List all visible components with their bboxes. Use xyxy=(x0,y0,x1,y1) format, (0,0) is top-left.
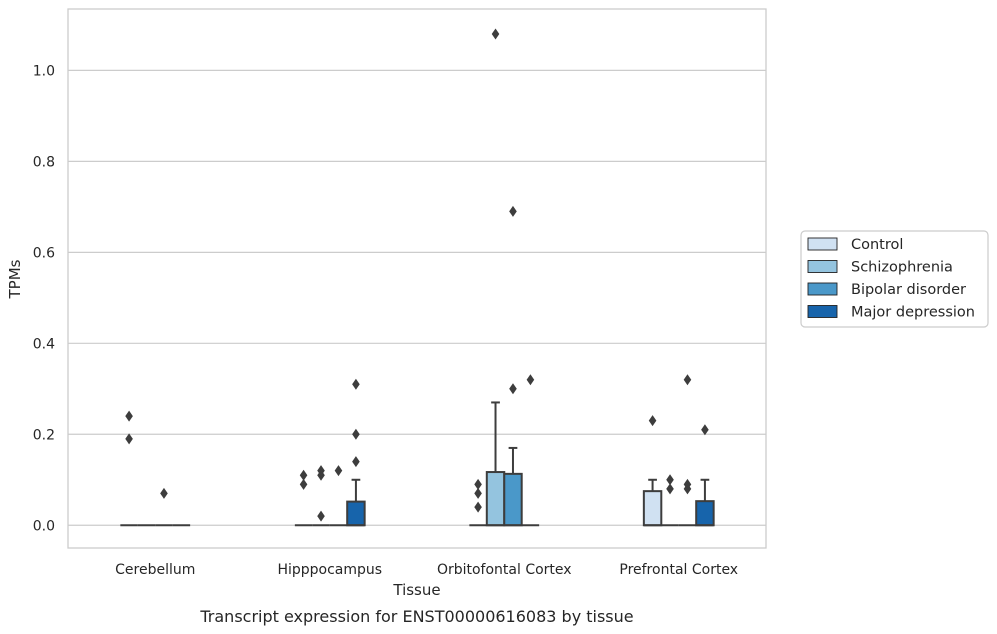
plot-area-frame xyxy=(67,8,767,549)
outlier-point xyxy=(526,374,535,386)
outlier-point xyxy=(125,410,133,422)
outlier-point xyxy=(317,510,325,522)
box-iqr xyxy=(695,500,715,527)
box-element xyxy=(695,424,715,527)
outlier-point xyxy=(474,478,482,490)
outlier-point xyxy=(666,474,674,486)
box-plot-series xyxy=(120,28,715,527)
box-element xyxy=(312,465,330,527)
outlier-point xyxy=(317,469,325,481)
outlier-point xyxy=(474,487,482,499)
box-element xyxy=(521,374,540,527)
outlier-point xyxy=(666,483,674,495)
y-gridlines xyxy=(68,69,766,526)
box-element xyxy=(469,478,487,527)
box-iqr xyxy=(642,490,663,527)
box-element xyxy=(294,469,313,527)
box-iqr xyxy=(346,500,366,527)
legend-label: Control xyxy=(851,237,903,253)
outlier-point xyxy=(352,456,360,468)
legend-swatch xyxy=(807,237,838,251)
outlier-point xyxy=(683,483,692,495)
legend-swatch xyxy=(807,260,838,273)
outlier-point xyxy=(648,415,657,427)
x-axis-label: Tissue xyxy=(392,581,440,599)
box-iqr xyxy=(503,472,523,527)
box-element xyxy=(661,474,679,527)
x-tick-label: Prefrontal Cortex xyxy=(619,562,738,578)
box-element xyxy=(329,465,348,527)
legend: Control Schizophrenia Bipolar disorder Majo… xyxy=(800,230,989,328)
legend-swatch xyxy=(807,305,838,318)
legend-label: Major depression xyxy=(851,305,975,321)
outlier-point xyxy=(509,205,517,217)
box-iqr xyxy=(485,471,506,527)
y-tick-label: 0.0 xyxy=(33,518,55,534)
x-axis-ticks: Cerebellum Hipppocampus Orbitofontal Corte… xyxy=(115,562,738,578)
box-element xyxy=(642,415,663,527)
box-element xyxy=(485,28,506,527)
outlier-point xyxy=(352,428,360,440)
box-element xyxy=(346,378,366,527)
x-tick-label: Cerebellum xyxy=(115,562,195,578)
outlier-point xyxy=(509,383,517,395)
chart-caption: Transcript expression for ENST0000061608… xyxy=(199,607,633,626)
outlier-point xyxy=(683,374,692,386)
y-tick-label: 0.8 xyxy=(33,154,55,170)
y-tick-label: 0.2 xyxy=(33,427,55,443)
outlier-point xyxy=(352,378,360,390)
outlier-point xyxy=(160,487,168,499)
legend-label: Schizophrenia xyxy=(851,260,953,276)
box-element xyxy=(678,374,697,527)
y-tick-label: 1.0 xyxy=(33,63,55,79)
y-axis-label: TPMs xyxy=(6,259,24,299)
outlier-point xyxy=(491,28,500,40)
y-axis-ticks: 0.0 0.2 0.4 0.6 0.8 1.0 xyxy=(33,63,55,534)
box-element xyxy=(503,205,523,527)
box-element xyxy=(120,410,138,527)
x-tick-label: Orbitofontal Cortex xyxy=(437,562,572,578)
outlier-point xyxy=(701,424,709,436)
outlier-point xyxy=(299,469,308,481)
x-tick-label: Hipppocampus xyxy=(277,562,382,578)
outlier-point xyxy=(125,433,133,445)
legend-swatch xyxy=(807,282,838,296)
outlier-point xyxy=(334,465,343,477)
outlier-point xyxy=(474,501,482,513)
box-element xyxy=(155,487,173,527)
outlier-point xyxy=(299,478,308,490)
y-tick-label: 0.4 xyxy=(33,336,55,352)
y-tick-label: 0.6 xyxy=(33,245,55,261)
legend-frame xyxy=(800,230,989,328)
legend-label: Bipolar disorder xyxy=(851,282,966,298)
